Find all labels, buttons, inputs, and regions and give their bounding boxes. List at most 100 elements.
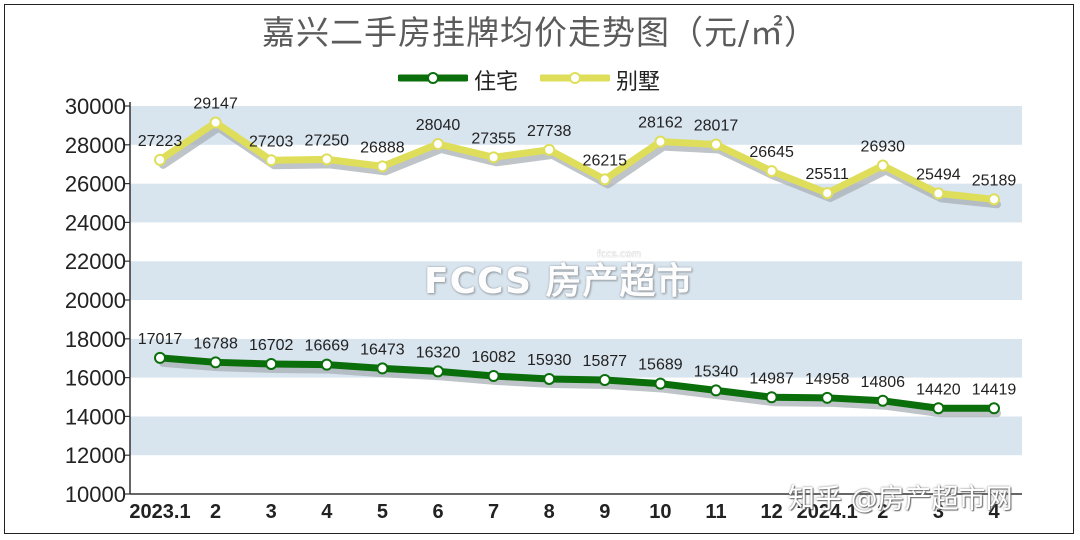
data-label: 27738	[527, 123, 572, 140]
y-tick-label: 10000	[65, 482, 126, 507]
legend-swatch-residential	[398, 72, 468, 84]
x-tick-label: 10	[649, 501, 671, 523]
grid-band	[130, 300, 1022, 339]
y-tick-label: 28000	[65, 133, 126, 158]
data-point	[376, 160, 389, 173]
data-point	[710, 384, 722, 397]
data-label: 25511	[806, 166, 849, 183]
data-point	[209, 116, 222, 129]
data-label: 26645	[749, 144, 794, 161]
y-tick-label: 18000	[65, 327, 126, 352]
x-tick-label: 4	[321, 501, 333, 523]
x-tick-label: 6	[432, 501, 443, 523]
x-tick-label: 2024.1	[797, 501, 858, 523]
data-point	[154, 351, 166, 364]
x-tick-label: 5	[377, 501, 388, 523]
x-tick-label: 4	[988, 501, 1000, 523]
grid-band	[130, 106, 1022, 145]
data-label: 28040	[416, 117, 461, 134]
grid-band	[130, 183, 1022, 223]
y-tick-label: 16000	[65, 366, 126, 391]
data-point	[988, 402, 1000, 415]
data-point	[543, 372, 556, 385]
data-point	[598, 373, 611, 386]
x-tick-label: 9	[599, 501, 610, 523]
legend-label-residential: 住宅	[474, 70, 519, 95]
data-label: 17017	[138, 331, 183, 348]
data-point	[209, 356, 222, 369]
series-line-0	[156, 354, 998, 412]
data-point	[932, 402, 945, 415]
data-label: 16669	[305, 338, 350, 355]
y-tick-label: 26000	[65, 172, 126, 197]
data-point	[376, 362, 389, 375]
x-tick-label: 2023.1	[129, 501, 190, 523]
x-tick-label: 2	[210, 501, 221, 523]
data-label: 28017	[694, 117, 739, 134]
data-point	[487, 151, 500, 164]
x-tick-label: 11	[705, 501, 726, 523]
data-label: 16788	[193, 335, 238, 352]
x-tick-label: 7	[488, 501, 499, 523]
series-shadow-0	[159, 358, 1001, 418]
data-point	[654, 377, 667, 390]
data-label: 25494	[916, 166, 961, 183]
grid-band	[130, 455, 1022, 494]
data-label: 15340	[694, 363, 739, 380]
data-label: 26215	[583, 152, 628, 169]
data-point	[988, 193, 1000, 206]
chart-title: 嘉兴二手房挂牌均价走势图（元/㎡）	[261, 13, 819, 52]
data-point	[765, 391, 778, 404]
grid-band	[130, 222, 1022, 262]
data-label: 14419	[972, 381, 1017, 398]
data-point	[710, 138, 722, 151]
data-label: 16473	[360, 341, 405, 358]
y-tick-label: 12000	[65, 443, 126, 468]
data-point	[932, 187, 945, 200]
data-point	[654, 135, 667, 148]
credit-watermark: 知乎 @房产超市网	[788, 484, 1013, 515]
data-label: 29147	[193, 96, 238, 113]
x-tick-label: 8	[544, 501, 555, 523]
data-label: 16320	[416, 344, 461, 361]
data-label: 16082	[471, 349, 516, 366]
y-tick-label: 22000	[65, 249, 126, 274]
x-tick-label: 12	[760, 501, 782, 523]
watermark-site: fccs.com	[597, 249, 642, 260]
data-label: 14420	[916, 381, 961, 398]
data-label: 27250	[305, 132, 350, 149]
data-point	[821, 187, 834, 200]
data-point	[876, 394, 889, 407]
data-label: 14806	[861, 374, 906, 391]
data-point	[487, 370, 500, 383]
data-point	[876, 159, 889, 172]
data-point	[432, 365, 444, 378]
grid-band	[130, 261, 1022, 300]
data-point	[320, 358, 333, 371]
data-label: 15689	[638, 357, 683, 374]
data-label: 27203	[249, 133, 294, 150]
x-tick-label: 3	[933, 501, 944, 523]
data-point	[265, 357, 278, 370]
data-point	[154, 153, 166, 166]
data-point	[765, 165, 778, 178]
data-label: 26888	[360, 139, 405, 156]
data-label: 14958	[805, 371, 850, 388]
x-tick-label: 3	[266, 501, 277, 523]
data-point	[543, 143, 556, 156]
y-tick-label: 20000	[65, 288, 126, 313]
y-tick-label: 24000	[65, 210, 126, 235]
data-point	[320, 153, 333, 166]
data-point	[265, 154, 278, 167]
data-label: 28162	[638, 115, 683, 132]
data-label: 15930	[527, 352, 572, 369]
y-tick-label: 14000	[65, 404, 126, 429]
data-point	[432, 138, 444, 151]
watermark-logo: FCCS 房产超市	[424, 261, 694, 302]
legend-swatch-villa	[540, 72, 610, 84]
data-point	[821, 391, 834, 404]
series-line-1	[156, 119, 998, 203]
data-label: 27355	[471, 130, 516, 147]
data-label: 14987	[749, 370, 794, 387]
